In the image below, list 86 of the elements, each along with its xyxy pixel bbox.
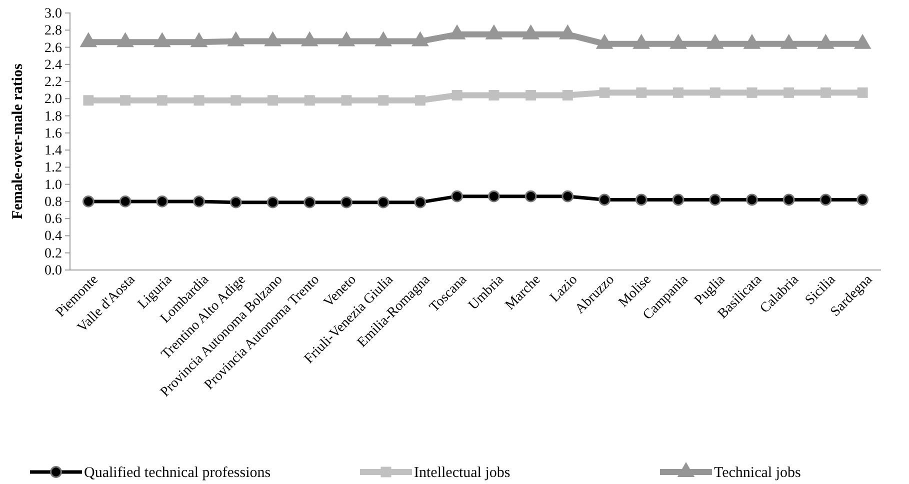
point <box>414 95 426 106</box>
legend-label: Technical jobs <box>714 465 801 481</box>
point <box>562 190 574 202</box>
point <box>672 194 684 206</box>
point <box>488 90 500 100</box>
point <box>782 194 795 206</box>
point <box>451 190 464 202</box>
point <box>746 194 758 206</box>
point <box>706 34 724 49</box>
point <box>190 32 208 48</box>
point <box>340 196 352 208</box>
point <box>193 196 205 208</box>
legend-label: Intellectual jobs <box>414 465 510 481</box>
point <box>856 194 869 206</box>
y-tick-label: 0.2 <box>44 246 62 262</box>
y-tick-label: 1.6 <box>44 126 62 142</box>
point <box>522 24 540 40</box>
y-tick-label: 1.8 <box>44 109 62 124</box>
y-tick-label: 1.2 <box>44 160 62 176</box>
y-tick-label: 0.0 <box>44 263 62 278</box>
point <box>524 190 537 202</box>
y-tick-label: 0.6 <box>44 212 62 228</box>
point <box>710 87 720 98</box>
y-tick-label: 2.8 <box>44 24 62 39</box>
point <box>412 31 429 46</box>
y-tick-label: 2.4 <box>44 58 62 73</box>
point <box>746 87 758 98</box>
point <box>304 95 315 106</box>
point <box>820 194 832 206</box>
point <box>230 95 242 106</box>
point <box>673 87 684 98</box>
point <box>377 196 390 208</box>
point <box>452 90 462 100</box>
y-tick-label: 2.0 <box>44 92 62 108</box>
point <box>82 196 94 208</box>
point <box>83 95 94 106</box>
point <box>709 194 722 206</box>
y-tick-label: 3.0 <box>44 6 62 22</box>
point <box>374 31 392 46</box>
point <box>80 32 98 48</box>
point <box>636 87 647 98</box>
point <box>854 34 872 49</box>
y-tick-label: 2.6 <box>44 40 62 56</box>
point <box>120 95 131 106</box>
point <box>230 196 242 208</box>
point <box>596 34 614 49</box>
point <box>632 34 650 49</box>
point <box>820 87 831 98</box>
y-tick-label: 0.8 <box>44 194 62 210</box>
point <box>488 190 500 202</box>
y-tick-label: 1.4 <box>44 144 62 159</box>
point <box>485 24 503 40</box>
y-tick-label: 1.0 <box>44 178 62 193</box>
y-tick-label: 0.4 <box>44 229 62 244</box>
point <box>743 34 761 49</box>
point <box>119 196 132 208</box>
point <box>448 24 466 40</box>
point <box>670 34 687 49</box>
point <box>194 95 204 106</box>
point <box>598 194 610 206</box>
point <box>264 31 282 46</box>
point <box>338 31 356 46</box>
point <box>599 87 610 98</box>
point <box>857 87 868 98</box>
point <box>304 196 316 208</box>
point <box>341 95 352 106</box>
y-axis-title: Female-over-male ratios <box>10 64 26 220</box>
point <box>635 194 648 206</box>
point <box>414 196 426 208</box>
point <box>526 90 536 100</box>
point <box>817 34 834 49</box>
point <box>378 95 389 106</box>
point <box>153 32 171 48</box>
legend-label: Qualified technical professions <box>84 465 271 481</box>
point <box>156 95 168 106</box>
point <box>268 95 278 106</box>
y-tick-label: 2.2 <box>44 75 62 90</box>
point <box>116 32 134 48</box>
point <box>227 31 245 46</box>
point <box>558 24 576 40</box>
point <box>156 196 168 208</box>
point <box>784 87 794 98</box>
point <box>562 90 573 100</box>
point <box>300 31 318 46</box>
point <box>780 34 798 49</box>
point <box>266 196 279 208</box>
